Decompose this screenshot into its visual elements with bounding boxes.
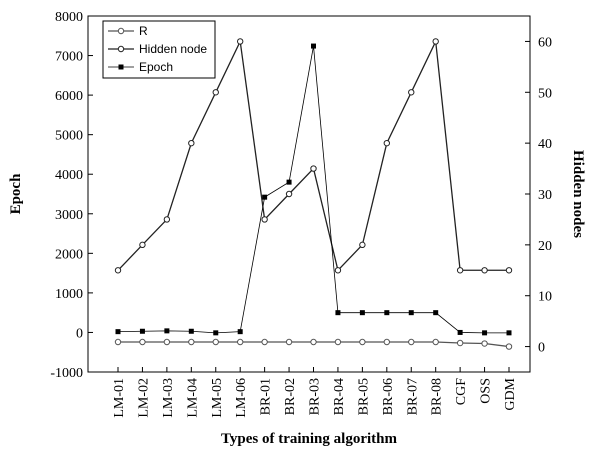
data-point bbox=[433, 310, 439, 316]
data-point bbox=[115, 329, 121, 335]
x-axis-title: Types of training algorithm bbox=[221, 431, 397, 447]
data-point bbox=[311, 43, 316, 49]
data-point bbox=[213, 330, 219, 336]
x-tick-label: LM-06 bbox=[234, 378, 249, 418]
data-point bbox=[236, 338, 244, 346]
data-point bbox=[237, 329, 243, 335]
data-point bbox=[482, 330, 488, 336]
data-point bbox=[359, 338, 366, 346]
data-point bbox=[139, 328, 145, 334]
x-tick-label: OSS bbox=[479, 378, 494, 404]
y-axis-title: Epoch bbox=[8, 173, 24, 215]
data-point bbox=[505, 343, 513, 350]
x-tick-label: LM-04 bbox=[185, 378, 200, 418]
data-point bbox=[188, 328, 194, 334]
y2-tick-label: 20 bbox=[538, 239, 552, 254]
x-tick-label: BR-08 bbox=[430, 378, 445, 415]
legend-label: Hidden node bbox=[139, 42, 207, 56]
data-point bbox=[432, 38, 439, 45]
data-point bbox=[188, 139, 195, 147]
y-tick-label: 8000 bbox=[55, 10, 83, 25]
data-point bbox=[188, 338, 195, 346]
data-point bbox=[212, 89, 219, 96]
data-point bbox=[456, 339, 464, 347]
data-point bbox=[163, 338, 171, 346]
x-tick-label: CGF bbox=[454, 378, 469, 405]
data-point bbox=[383, 139, 391, 147]
legend-label: Epoch bbox=[139, 60, 173, 74]
data-point bbox=[114, 338, 122, 346]
data-point bbox=[408, 310, 414, 316]
data-point bbox=[114, 267, 122, 274]
data-point bbox=[212, 338, 219, 346]
data-point bbox=[457, 329, 463, 335]
y2-tick-label: 50 bbox=[538, 86, 552, 101]
x-tick-label: LM-02 bbox=[136, 378, 151, 418]
x-tick-label: BR-04 bbox=[332, 378, 347, 415]
x-tick-label: BR-05 bbox=[356, 378, 371, 415]
data-point bbox=[139, 338, 146, 346]
y-tick-label: 7000 bbox=[55, 50, 83, 65]
y-tick-label: 1000 bbox=[55, 287, 83, 302]
data-point bbox=[481, 340, 488, 347]
x-tick-label: BR-01 bbox=[259, 378, 274, 415]
data-point bbox=[506, 330, 512, 336]
data-point bbox=[384, 310, 390, 316]
data-point bbox=[432, 338, 439, 346]
x-tick-label: BR-07 bbox=[405, 378, 420, 415]
data-point bbox=[335, 310, 341, 316]
x-tick-label: BR-06 bbox=[381, 378, 396, 415]
data-point bbox=[359, 241, 366, 249]
data-point bbox=[310, 338, 317, 346]
y-tick-label: 4000 bbox=[55, 168, 83, 183]
data-point bbox=[164, 328, 170, 334]
data-point bbox=[456, 267, 464, 274]
data-point bbox=[163, 216, 171, 223]
data-point bbox=[334, 338, 342, 346]
y-tick-label: 6000 bbox=[55, 89, 83, 104]
x-tick-label: BR-03 bbox=[308, 378, 323, 415]
y2-tick-label: 30 bbox=[538, 188, 552, 203]
data-point bbox=[261, 216, 268, 223]
data-point bbox=[310, 165, 317, 172]
data-point bbox=[139, 241, 146, 249]
y-tick-label: 2000 bbox=[55, 247, 83, 262]
data-point bbox=[261, 338, 268, 346]
data-point bbox=[383, 338, 391, 346]
y-tick-label: 5000 bbox=[55, 129, 83, 144]
data-point bbox=[285, 190, 293, 198]
y2-tick-label: 0 bbox=[538, 341, 545, 356]
data-point bbox=[334, 267, 342, 274]
data-point bbox=[359, 310, 365, 316]
data-point bbox=[505, 267, 513, 274]
data-point bbox=[262, 194, 268, 200]
y-tick-label: 0 bbox=[76, 326, 83, 341]
data-point bbox=[285, 338, 293, 346]
x-tick-label: GDM bbox=[503, 377, 518, 410]
y-tick-label: 3000 bbox=[55, 208, 83, 223]
x-tick-label: BR-02 bbox=[283, 378, 298, 415]
data-point bbox=[236, 38, 244, 45]
x-tick-label: LM-03 bbox=[161, 378, 176, 418]
y-tick-label: -1000 bbox=[50, 366, 83, 381]
legend-label: R bbox=[139, 24, 148, 38]
y2-tick-label: 60 bbox=[538, 35, 552, 50]
data-point bbox=[286, 179, 292, 185]
data-point bbox=[408, 89, 415, 96]
y2-tick-label: 10 bbox=[538, 290, 552, 305]
y2-axis-title: Hidden nodes bbox=[570, 150, 586, 238]
x-tick-label: LM-05 bbox=[210, 378, 225, 418]
legend-marker bbox=[117, 27, 125, 35]
y2-tick-label: 40 bbox=[538, 137, 552, 152]
x-tick-label: LM-01 bbox=[112, 378, 127, 418]
legend-marker bbox=[117, 45, 125, 53]
data-point bbox=[408, 338, 415, 346]
data-point bbox=[481, 267, 488, 274]
legend-marker bbox=[118, 64, 124, 70]
